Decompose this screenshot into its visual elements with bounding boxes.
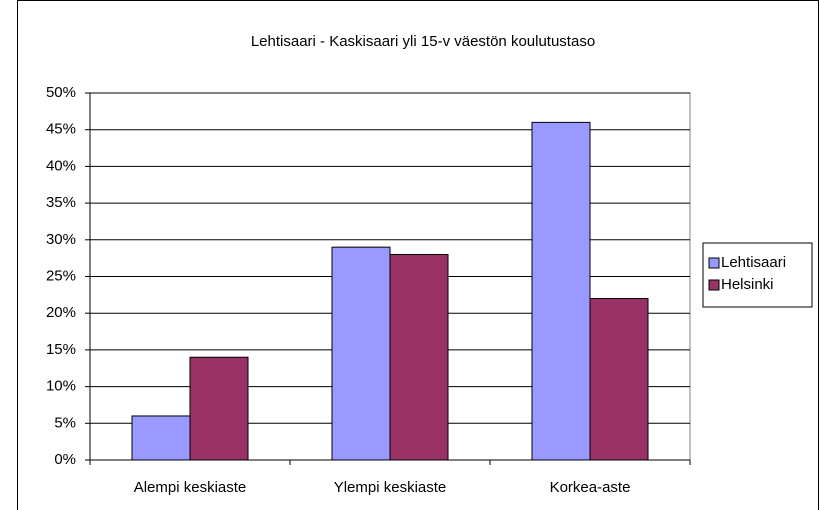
y-tick-label: 45% bbox=[46, 121, 76, 138]
bar bbox=[331, 246, 391, 461]
x-tick-label: Alempi keskiaste bbox=[134, 479, 247, 496]
bar bbox=[389, 253, 449, 461]
y-tick-label: 40% bbox=[46, 157, 76, 174]
y-tick-label: 15% bbox=[46, 341, 76, 358]
y-tick-label: 30% bbox=[46, 231, 76, 248]
bar bbox=[189, 356, 249, 461]
y-tick-label: 10% bbox=[46, 378, 76, 395]
y-tick-label: 35% bbox=[46, 194, 76, 211]
x-tick-label: Ylempi keskiaste bbox=[334, 479, 447, 496]
legend-label: Helsinki bbox=[721, 276, 774, 293]
bar bbox=[589, 298, 649, 461]
bar bbox=[131, 415, 191, 461]
y-tick-label: 0% bbox=[54, 451, 76, 468]
x-tick-label: Korkea-aste bbox=[550, 479, 631, 496]
y-tick-label: 20% bbox=[46, 304, 76, 321]
y-tick-label: 5% bbox=[54, 414, 76, 431]
legend-swatch bbox=[708, 279, 720, 291]
y-tick-label: 50% bbox=[46, 84, 76, 101]
legend-box bbox=[702, 242, 813, 308]
legend-label: Lehtisaari bbox=[721, 254, 786, 271]
y-tick-label: 25% bbox=[46, 267, 76, 284]
chart-title: Lehtisaari - Kaskisaari yli 15-v väestön… bbox=[251, 33, 595, 50]
bar bbox=[531, 121, 591, 461]
legend-swatch bbox=[708, 257, 720, 269]
